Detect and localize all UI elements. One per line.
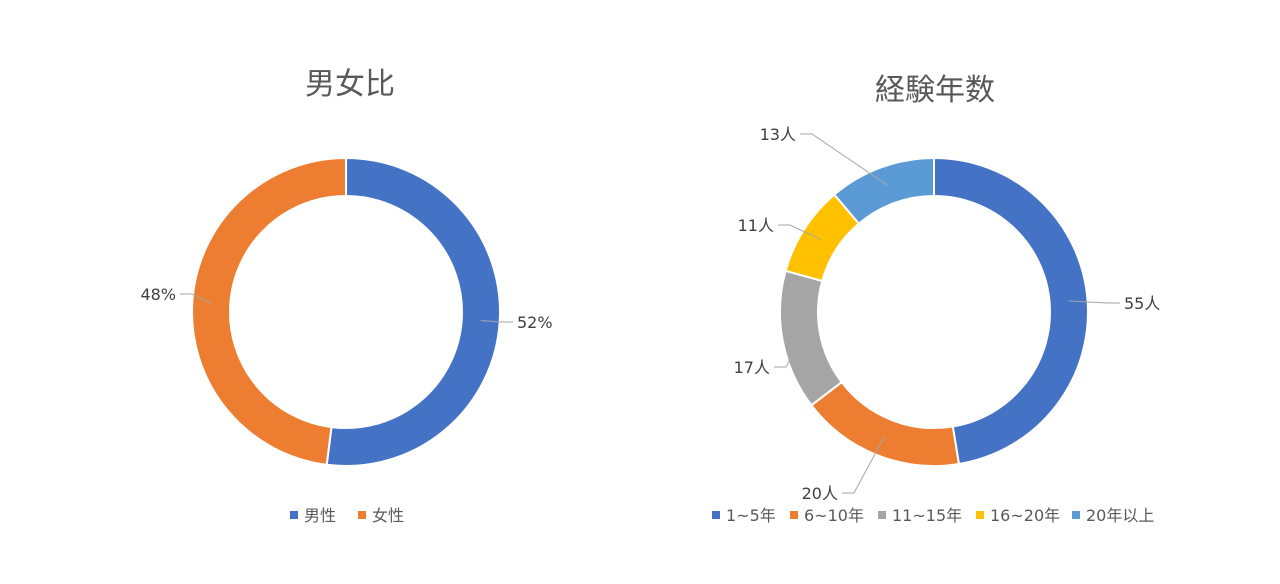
data-label: 11人 (738, 216, 774, 235)
donut-slice (191, 156, 347, 466)
legend-swatch (712, 511, 720, 519)
leader-line (778, 224, 821, 240)
legend-label: 女性 (372, 506, 404, 525)
donut-slice (810, 380, 961, 467)
leader-line (480, 319, 513, 323)
leader-lines (774, 133, 1120, 494)
data-label: 52% (517, 313, 553, 332)
leader-lines (180, 293, 513, 323)
data-labels: 55人 20人 17人 11人 13人 (734, 125, 1161, 503)
legend-label: 1~5年 (726, 506, 776, 525)
experience-years-chart: 経験年数 55人 20人 17人 11人 13人 1~5年 6~10年 11~15年 16~2… (712, 73, 1160, 525)
legend-swatch (358, 511, 366, 519)
donut-slice (933, 156, 1089, 466)
data-label: 20人 (802, 484, 838, 503)
donut-slice (832, 156, 935, 225)
leader-line (180, 293, 212, 304)
legend-label: 20年以上 (1086, 506, 1154, 525)
leader-line (774, 337, 802, 368)
legend-swatch (1072, 511, 1080, 519)
chart-title: 経験年数 (875, 73, 995, 108)
legend-swatch (976, 511, 984, 519)
legend-label: 男性 (304, 506, 336, 525)
legend: 1~5年 6~10年 11~15年 16~20年 20年以上 (712, 506, 1154, 525)
data-label: 13人 (760, 125, 796, 144)
gender-ratio-chart: 男女比 52% 48% 男性 女性 (140, 67, 552, 525)
donut-slices (779, 156, 1089, 467)
data-label: 48% (140, 285, 176, 304)
data-labels: 52% 48% (140, 285, 552, 332)
legend-label: 11~15年 (892, 506, 962, 525)
legend-swatch (790, 511, 798, 519)
data-label: 55人 (1124, 294, 1160, 313)
data-label: 17人 (734, 358, 770, 377)
donut-slice (779, 269, 844, 407)
chart-title: 男女比 (305, 67, 395, 102)
leader-line (842, 437, 885, 494)
legend-label: 6~10年 (804, 506, 864, 525)
leader-line (1068, 300, 1120, 304)
legend-label: 16~20年 (990, 506, 1060, 525)
legend: 男性 女性 (290, 506, 404, 525)
donut-slice (325, 156, 501, 467)
legend-swatch (878, 511, 886, 519)
donut-slices (191, 156, 501, 467)
leader-line (800, 133, 888, 186)
legend-swatch (290, 511, 298, 519)
